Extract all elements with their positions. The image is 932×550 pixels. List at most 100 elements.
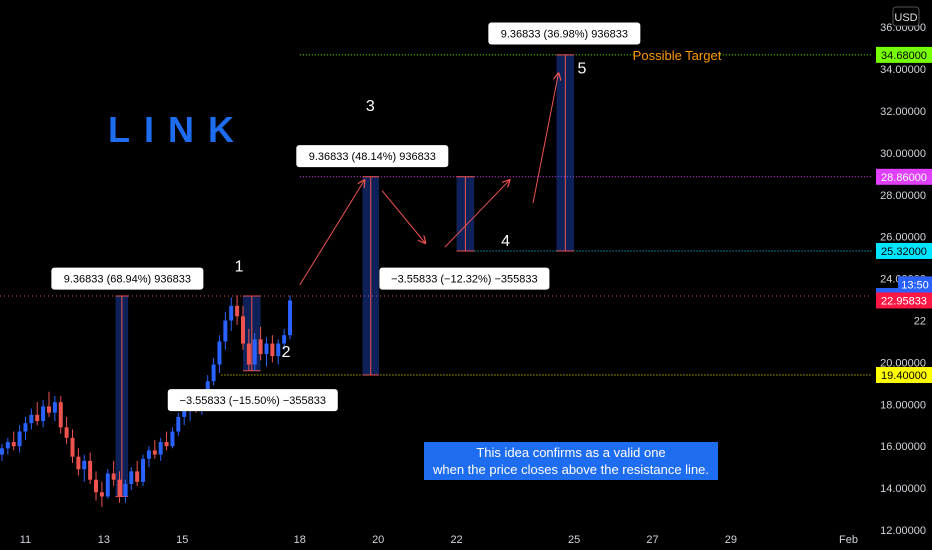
projection-arrow-2 xyxy=(444,180,510,248)
projection-arrow-3 xyxy=(532,73,558,204)
price-tag-bg-0 xyxy=(876,46,932,63)
y-tick-label-3: 18.00000 xyxy=(880,399,926,411)
x-tick-label-9: Feb xyxy=(839,534,858,546)
wave-label-2: 2 xyxy=(282,344,291,361)
time-axis[interactable]: 11 13 15 18 20 22 25 27 29 Feb xyxy=(20,534,858,546)
y-tick-label-4: 20.00000 xyxy=(880,357,926,369)
target-label-bg xyxy=(634,46,720,63)
candle-body-20 xyxy=(117,479,122,497)
y-tick-label-7: 26.00000 xyxy=(880,232,926,244)
callout-line-2: when the price closes above the resistan… xyxy=(432,462,709,477)
x-tick-label-3: 18 xyxy=(294,534,306,546)
candle-body-40 xyxy=(235,305,240,317)
moon-icon: 🌔 xyxy=(820,19,858,60)
validation-callout: This idea confirms as a valid one when t… xyxy=(424,442,718,480)
y-tick-label-1: 14.00000 xyxy=(880,483,926,495)
x-tick-label-0: 11 xyxy=(20,534,31,546)
price-tag-bg-4 xyxy=(876,292,932,309)
measure-label-2: 9.36833 (48.14%) 936833 xyxy=(309,151,436,163)
candle-body-37 xyxy=(217,341,222,365)
measure-boxes-layer xyxy=(115,54,575,497)
candle-body-31 xyxy=(182,410,187,417)
y-tick-label-0: 12.00000 xyxy=(880,525,926,537)
candle-body-0 xyxy=(0,448,4,455)
price-tag-bg-1 xyxy=(876,168,932,185)
y-tick-label-2: 16.00000 xyxy=(880,441,926,453)
candle-body-24 xyxy=(141,458,146,482)
candle-body-46 xyxy=(270,343,275,357)
x-tick-label-2: 15 xyxy=(176,534,188,546)
candle-body-22 xyxy=(129,471,134,484)
candle-body-6 xyxy=(35,414,40,422)
y-tick-label-5: 22 xyxy=(914,316,926,328)
candle-body-42 xyxy=(246,343,251,365)
price-tag-bg-5 xyxy=(876,366,932,383)
candle-body-49 xyxy=(288,300,293,336)
price-axis[interactable]: 12.00000 14.00000 16.00000 18.00000 20.00000… xyxy=(876,22,932,537)
x-tick-label-4: 20 xyxy=(372,534,384,546)
level-lines-layer: Possible Target xyxy=(0,46,872,376)
candle-body-25 xyxy=(146,450,151,459)
currency-button[interactable]: USD xyxy=(892,6,920,27)
price-tag-2: 25.32000 xyxy=(881,246,927,258)
price-tag-5: 19.40000 xyxy=(881,370,927,382)
candle-body-18 xyxy=(105,473,110,497)
wave-label-1: 1 xyxy=(235,258,244,275)
callout-line-1: This idea confirms as a valid one xyxy=(476,445,665,460)
candle-body-35 xyxy=(205,381,210,396)
measure-label-bg-2 xyxy=(296,145,449,168)
symbol-title: LINK xyxy=(108,109,248,150)
candle-body-45 xyxy=(264,343,269,355)
measure-labels-layer: 9.36833 (68.94%) 936833 −3.55833 (−15.50%… xyxy=(51,22,641,412)
candle-body-12 xyxy=(70,437,75,457)
candle-body-2 xyxy=(11,442,16,447)
candle-body-4 xyxy=(23,423,28,432)
price-tag-1: 28.86000 xyxy=(881,172,927,184)
candle-body-14 xyxy=(82,460,87,470)
x-tick-label-6: 25 xyxy=(568,534,580,546)
candle-body-10 xyxy=(58,402,63,428)
wave-label-3: 3 xyxy=(366,98,375,115)
measure-label-bg-1 xyxy=(167,389,338,412)
x-tick-label-7: 27 xyxy=(646,534,658,546)
projection-arrow-1 xyxy=(381,190,425,243)
candle-body-3 xyxy=(17,431,22,447)
y-tick-label-12: 36.00000 xyxy=(880,22,926,34)
candle-body-27 xyxy=(158,442,163,455)
candle-body-43 xyxy=(252,339,257,365)
target-label: Possible Target xyxy=(633,48,722,63)
measure-label-bg-0 xyxy=(51,267,204,290)
y-tick-label-11: 34.00000 xyxy=(880,64,926,76)
wave-label-5: 5 xyxy=(578,60,587,77)
candle-body-23 xyxy=(135,471,140,482)
measure-label-3: −3.55833 (−12.32%) −355833 xyxy=(391,274,538,286)
measure-label-4: 9.36833 (36.98%) 936833 xyxy=(501,29,628,41)
price-tag-0: 34.68000 xyxy=(881,50,927,62)
candle-body-15 xyxy=(88,460,93,480)
projection-arrow-0 xyxy=(299,180,365,286)
x-tick-label-5: 22 xyxy=(450,534,462,546)
candle-body-19 xyxy=(111,473,116,480)
wave-labels-layer: 1 2 3 4 5 xyxy=(235,60,587,361)
candle-body-38 xyxy=(223,320,228,342)
candle-body-9 xyxy=(52,402,57,413)
candle-body-30 xyxy=(176,416,181,432)
candle-body-16 xyxy=(94,479,99,493)
price-tag-bg-2 xyxy=(876,242,932,259)
candle-body-39 xyxy=(229,305,234,321)
measure-label-0: 9.36833 (68.94%) 936833 xyxy=(64,274,191,286)
candle-body-17 xyxy=(99,492,104,497)
candle-body-7 xyxy=(41,406,46,422)
time-tag: 13:50 xyxy=(901,279,929,291)
candle-body-8 xyxy=(46,406,51,413)
candle-body-48 xyxy=(282,335,287,344)
candle-body-21 xyxy=(123,483,128,497)
x-tick-label-1: 13 xyxy=(98,534,110,546)
candle-body-36 xyxy=(211,364,216,382)
candle-body-13 xyxy=(76,456,81,470)
currency-button-label: USD xyxy=(894,12,917,24)
candle-body-29 xyxy=(170,431,175,447)
measure-label-bg-4 xyxy=(488,22,641,45)
price-tag-4: 22.95833 xyxy=(881,295,927,307)
